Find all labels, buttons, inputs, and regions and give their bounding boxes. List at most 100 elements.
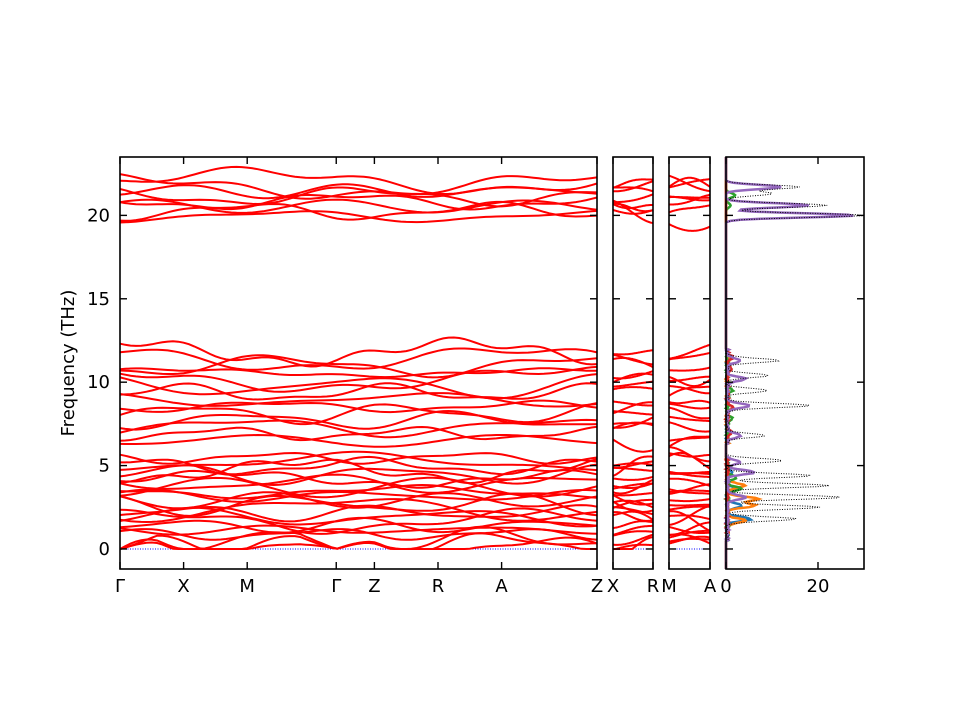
band-line (668, 503, 710, 507)
x-tick-label: Γ (331, 576, 341, 597)
band-line (612, 530, 653, 537)
band-line (669, 385, 710, 395)
band-line (668, 176, 711, 188)
band-line (612, 422, 653, 425)
band-line (119, 173, 598, 200)
band-line (119, 528, 598, 541)
x-tick-label: X (177, 576, 189, 597)
band-line (119, 450, 598, 472)
band-line (119, 373, 598, 400)
band-line (612, 492, 654, 497)
x-tick-label: Z (368, 576, 380, 597)
band-line (668, 488, 710, 495)
y-tick-label: 0 (99, 539, 110, 560)
band-line (612, 494, 654, 506)
band-line (669, 366, 711, 372)
band-line (668, 436, 710, 442)
band-line (119, 365, 598, 393)
band-line (668, 498, 710, 503)
axes-frame (612, 156, 654, 570)
axes-frame (725, 156, 865, 570)
band-line (119, 491, 598, 510)
band-line (119, 392, 598, 408)
axes-frame (119, 156, 598, 570)
band-line (668, 483, 711, 495)
band-line (668, 537, 710, 543)
y-tick-label: 5 (99, 456, 110, 477)
band-line (612, 400, 653, 407)
band-line (669, 193, 711, 206)
y-tick-label: 20 (87, 205, 110, 226)
band-lines (119, 165, 711, 550)
band-line (668, 435, 710, 448)
band-line (669, 510, 711, 532)
band-line (119, 382, 598, 401)
band-line (668, 375, 711, 388)
dos-total-curve (725, 157, 863, 569)
band-line (119, 186, 598, 208)
band-line (119, 402, 598, 426)
band-line (669, 504, 711, 526)
band-line (119, 354, 598, 379)
band-line (613, 462, 654, 467)
band-line (612, 500, 654, 513)
band-line (668, 351, 711, 361)
dos-curves (722, 157, 863, 569)
band-line (668, 204, 711, 214)
band-line (119, 476, 598, 499)
band-line (612, 203, 653, 210)
band-line (612, 482, 654, 489)
band-line (119, 524, 598, 536)
band-line (668, 421, 710, 433)
band-line (612, 370, 654, 380)
dos-x-tick-label: 20 (807, 576, 830, 597)
band-line (668, 399, 711, 405)
band-line (119, 165, 598, 196)
band-line (119, 399, 598, 414)
x-tick-label: A (704, 576, 717, 597)
band-line (669, 446, 710, 463)
band-line (612, 178, 653, 189)
band-line (612, 438, 654, 453)
band-line (613, 410, 653, 416)
band-line (119, 409, 598, 431)
y-tick-label: 15 (87, 289, 110, 310)
x-tick-label: Z (591, 576, 603, 597)
band-line (668, 385, 710, 397)
band-line (613, 460, 654, 469)
band-line (612, 524, 653, 536)
band-line (119, 498, 598, 524)
band-line (119, 483, 598, 500)
band-line (612, 455, 653, 477)
band-line (119, 451, 598, 465)
y-tick-label: 10 (87, 372, 110, 393)
band-line (668, 406, 711, 420)
band-line (119, 458, 598, 485)
band-line (669, 470, 710, 475)
y-axis-label: Frequency (THz) (58, 290, 79, 437)
x-tick-label: R (647, 576, 660, 597)
x-tick-label: X (607, 576, 619, 597)
band-line (119, 468, 598, 489)
band-line (613, 533, 654, 546)
band-line (613, 193, 654, 204)
band-line (119, 347, 598, 371)
band-line (613, 416, 654, 429)
band-line (668, 178, 711, 189)
band-line (668, 195, 711, 202)
band-line (120, 455, 598, 476)
band-line (119, 525, 598, 550)
band-line (669, 477, 711, 487)
band-line (119, 336, 598, 368)
dos-x-tick-label: 0 (720, 576, 731, 597)
band-line (613, 520, 654, 529)
x-tick-label: R (432, 576, 445, 597)
band-line (612, 209, 654, 215)
band-line (668, 174, 711, 193)
axes-frames (119, 156, 865, 570)
band-line (613, 349, 653, 356)
x-tick-label: A (495, 576, 508, 597)
band-line (668, 521, 710, 536)
